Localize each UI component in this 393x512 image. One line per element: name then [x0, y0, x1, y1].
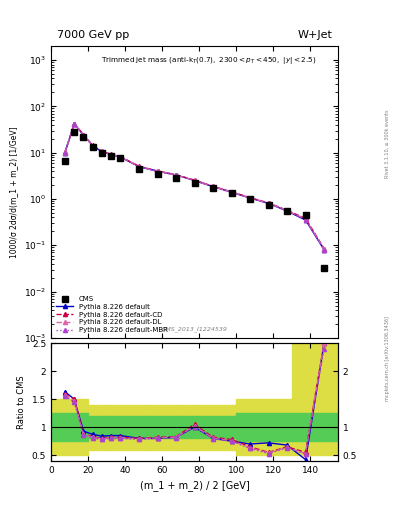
Y-axis label: Ratio to CMS: Ratio to CMS: [17, 375, 26, 429]
Legend: CMS, Pythia 8.226 default, Pythia 8.226 default-CD, Pythia 8.226 default-DL, Pyt: CMS, Pythia 8.226 default, Pythia 8.226 …: [55, 295, 169, 334]
Text: 7000 GeV pp: 7000 GeV pp: [57, 30, 129, 40]
Y-axis label: 1000/σ 2dσ/d(m_1 + m_2) [1/GeV]: 1000/σ 2dσ/d(m_1 + m_2) [1/GeV]: [9, 126, 18, 258]
Text: W+Jet: W+Jet: [298, 30, 332, 40]
Text: CMS_2013_I1224539: CMS_2013_I1224539: [162, 326, 228, 332]
Text: mcplots.cern.ch [arXiv:1306.3436]: mcplots.cern.ch [arXiv:1306.3436]: [385, 316, 390, 401]
Text: Trimmed jet mass $(\mathrm{anti\text{-}k}_{T}(0.7),\ 2300{<}p_{T}{<}450,\ |y|{<}: Trimmed jet mass $(\mathrm{anti\text{-}k…: [101, 55, 317, 66]
Text: Rivet 3.1.10, ≥ 300k events: Rivet 3.1.10, ≥ 300k events: [385, 109, 390, 178]
X-axis label: (m_1 + m_2) / 2 [GeV]: (m_1 + m_2) / 2 [GeV]: [140, 480, 250, 491]
